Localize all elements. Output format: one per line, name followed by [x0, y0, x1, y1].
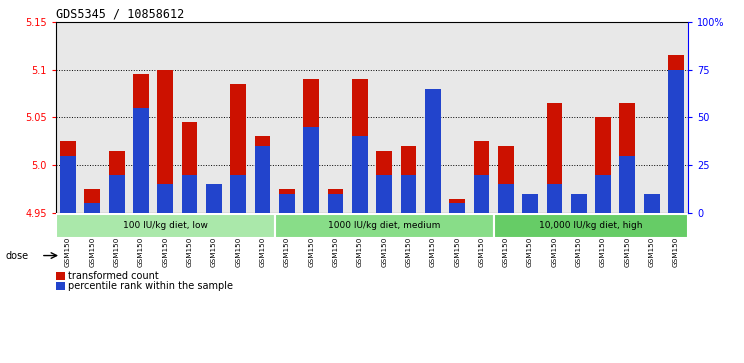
Bar [304, 79, 319, 213]
Bar [84, 203, 100, 213]
Bar [182, 175, 197, 213]
Bar [620, 155, 635, 213]
Bar [376, 175, 392, 213]
Bar [620, 103, 635, 213]
Bar [231, 84, 246, 213]
Bar [571, 194, 587, 213]
Bar [352, 136, 368, 213]
Bar [547, 184, 562, 213]
Bar [109, 151, 124, 213]
Bar [376, 151, 392, 213]
Bar [644, 199, 660, 213]
Bar [157, 70, 173, 213]
Bar [206, 184, 222, 213]
Text: 100 IU/kg diet, low: 100 IU/kg diet, low [123, 221, 208, 230]
Bar [425, 89, 440, 213]
Bar [522, 194, 538, 213]
Bar [449, 203, 465, 213]
Bar [304, 127, 319, 213]
Bar [157, 184, 173, 213]
Bar [254, 146, 271, 213]
Bar [400, 146, 417, 213]
Bar [327, 194, 344, 213]
Bar [279, 194, 295, 213]
Bar [595, 117, 611, 213]
Text: 10,000 IU/kg diet, high: 10,000 IU/kg diet, high [539, 221, 643, 230]
Bar [231, 175, 246, 213]
Bar [275, 214, 493, 238]
Bar [473, 175, 490, 213]
Bar [133, 108, 149, 213]
Bar [595, 175, 611, 213]
Text: dose: dose [6, 251, 29, 261]
Bar [668, 70, 684, 213]
Bar [547, 103, 562, 213]
Bar [493, 214, 688, 238]
Bar [206, 189, 222, 213]
Bar [84, 189, 100, 213]
Bar [498, 184, 513, 213]
Bar [522, 194, 538, 213]
Bar [352, 79, 368, 213]
Bar [182, 122, 197, 213]
Bar [473, 141, 490, 213]
Bar [254, 136, 271, 213]
Bar [400, 175, 417, 213]
Bar [644, 194, 660, 213]
Bar [56, 214, 275, 238]
Bar [668, 55, 684, 213]
Bar [60, 155, 76, 213]
Text: transformed count: transformed count [68, 271, 159, 281]
Bar [449, 199, 465, 213]
Text: GDS5345 / 10858612: GDS5345 / 10858612 [56, 8, 184, 21]
Text: 1000 IU/kg diet, medium: 1000 IU/kg diet, medium [328, 221, 440, 230]
Bar [109, 175, 124, 213]
Bar [60, 141, 76, 213]
Bar [498, 146, 513, 213]
Bar [279, 189, 295, 213]
Bar [327, 189, 344, 213]
Bar [571, 194, 587, 213]
Text: percentile rank within the sample: percentile rank within the sample [68, 281, 234, 291]
Bar [133, 74, 149, 213]
Bar [425, 117, 440, 213]
